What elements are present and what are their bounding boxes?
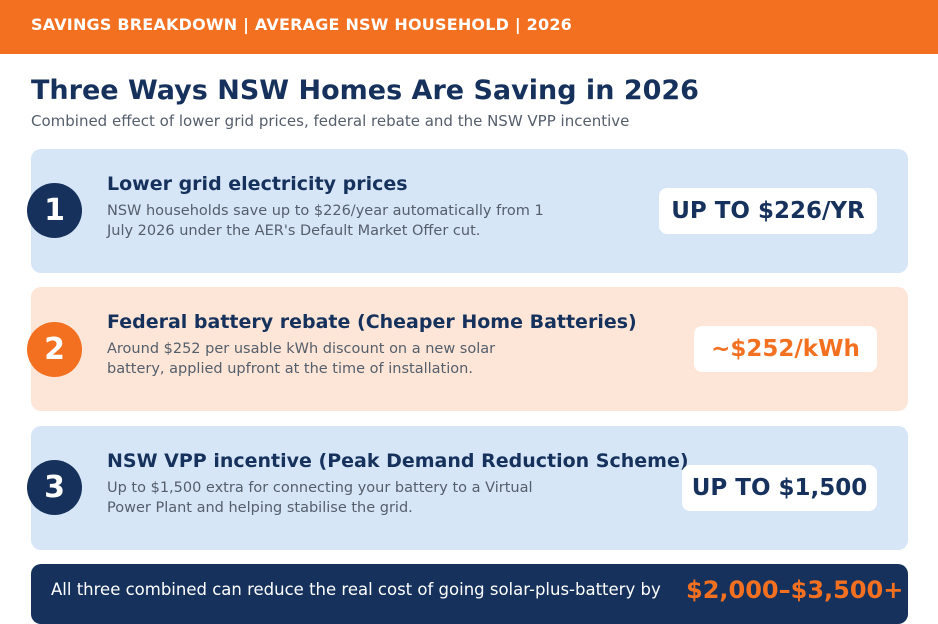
card-heading: Federal battery rebate (Cheaper Home Bat…: [107, 311, 637, 333]
savings-card-2: 2 Federal battery rebate (Cheaper Home B…: [27, 287, 908, 411]
card-description: Up to $1,500 extra for connecting your b…: [107, 480, 533, 516]
page-title: Three Ways NSW Homes Are Saving in 2026: [31, 75, 699, 106]
card-heading: NSW VPP incentive (Peak Demand Reduction…: [107, 450, 689, 472]
savings-value-pill: UP TO $1,500: [682, 465, 877, 511]
header-banner: SAVINGS BREAKDOWN | AVERAGE NSW HOUSEHOL…: [0, 0, 938, 54]
card-description: Around $252 per usable kWh discount on a…: [107, 341, 496, 377]
card-description: NSW households save up to $226/year auto…: [107, 203, 544, 239]
page-subtitle: Combined effect of lower grid prices, fe…: [31, 112, 630, 130]
step-number-badge: 3: [27, 460, 82, 515]
savings-card-3: 3 NSW VPP incentive (Peak Demand Reducti…: [27, 426, 908, 550]
card-heading: Lower grid electricity prices: [107, 173, 408, 195]
savings-value-pill: UP TO $226/YR: [659, 188, 877, 234]
savings-card-1: 1 Lower grid electricity prices NSW hous…: [27, 149, 908, 273]
combined-savings-banner: All three combined can reduce the real c…: [31, 564, 908, 624]
step-number-badge: 1: [27, 183, 82, 238]
banner-text: SAVINGS BREAKDOWN | AVERAGE NSW HOUSEHOL…: [31, 15, 573, 34]
savings-value-pill: ~$252/kWh: [694, 326, 877, 372]
combined-savings-text: All three combined can reduce the real c…: [51, 580, 661, 599]
step-number-badge: 2: [27, 322, 82, 377]
combined-savings-value: $2,000–$3,500+: [686, 576, 904, 604]
